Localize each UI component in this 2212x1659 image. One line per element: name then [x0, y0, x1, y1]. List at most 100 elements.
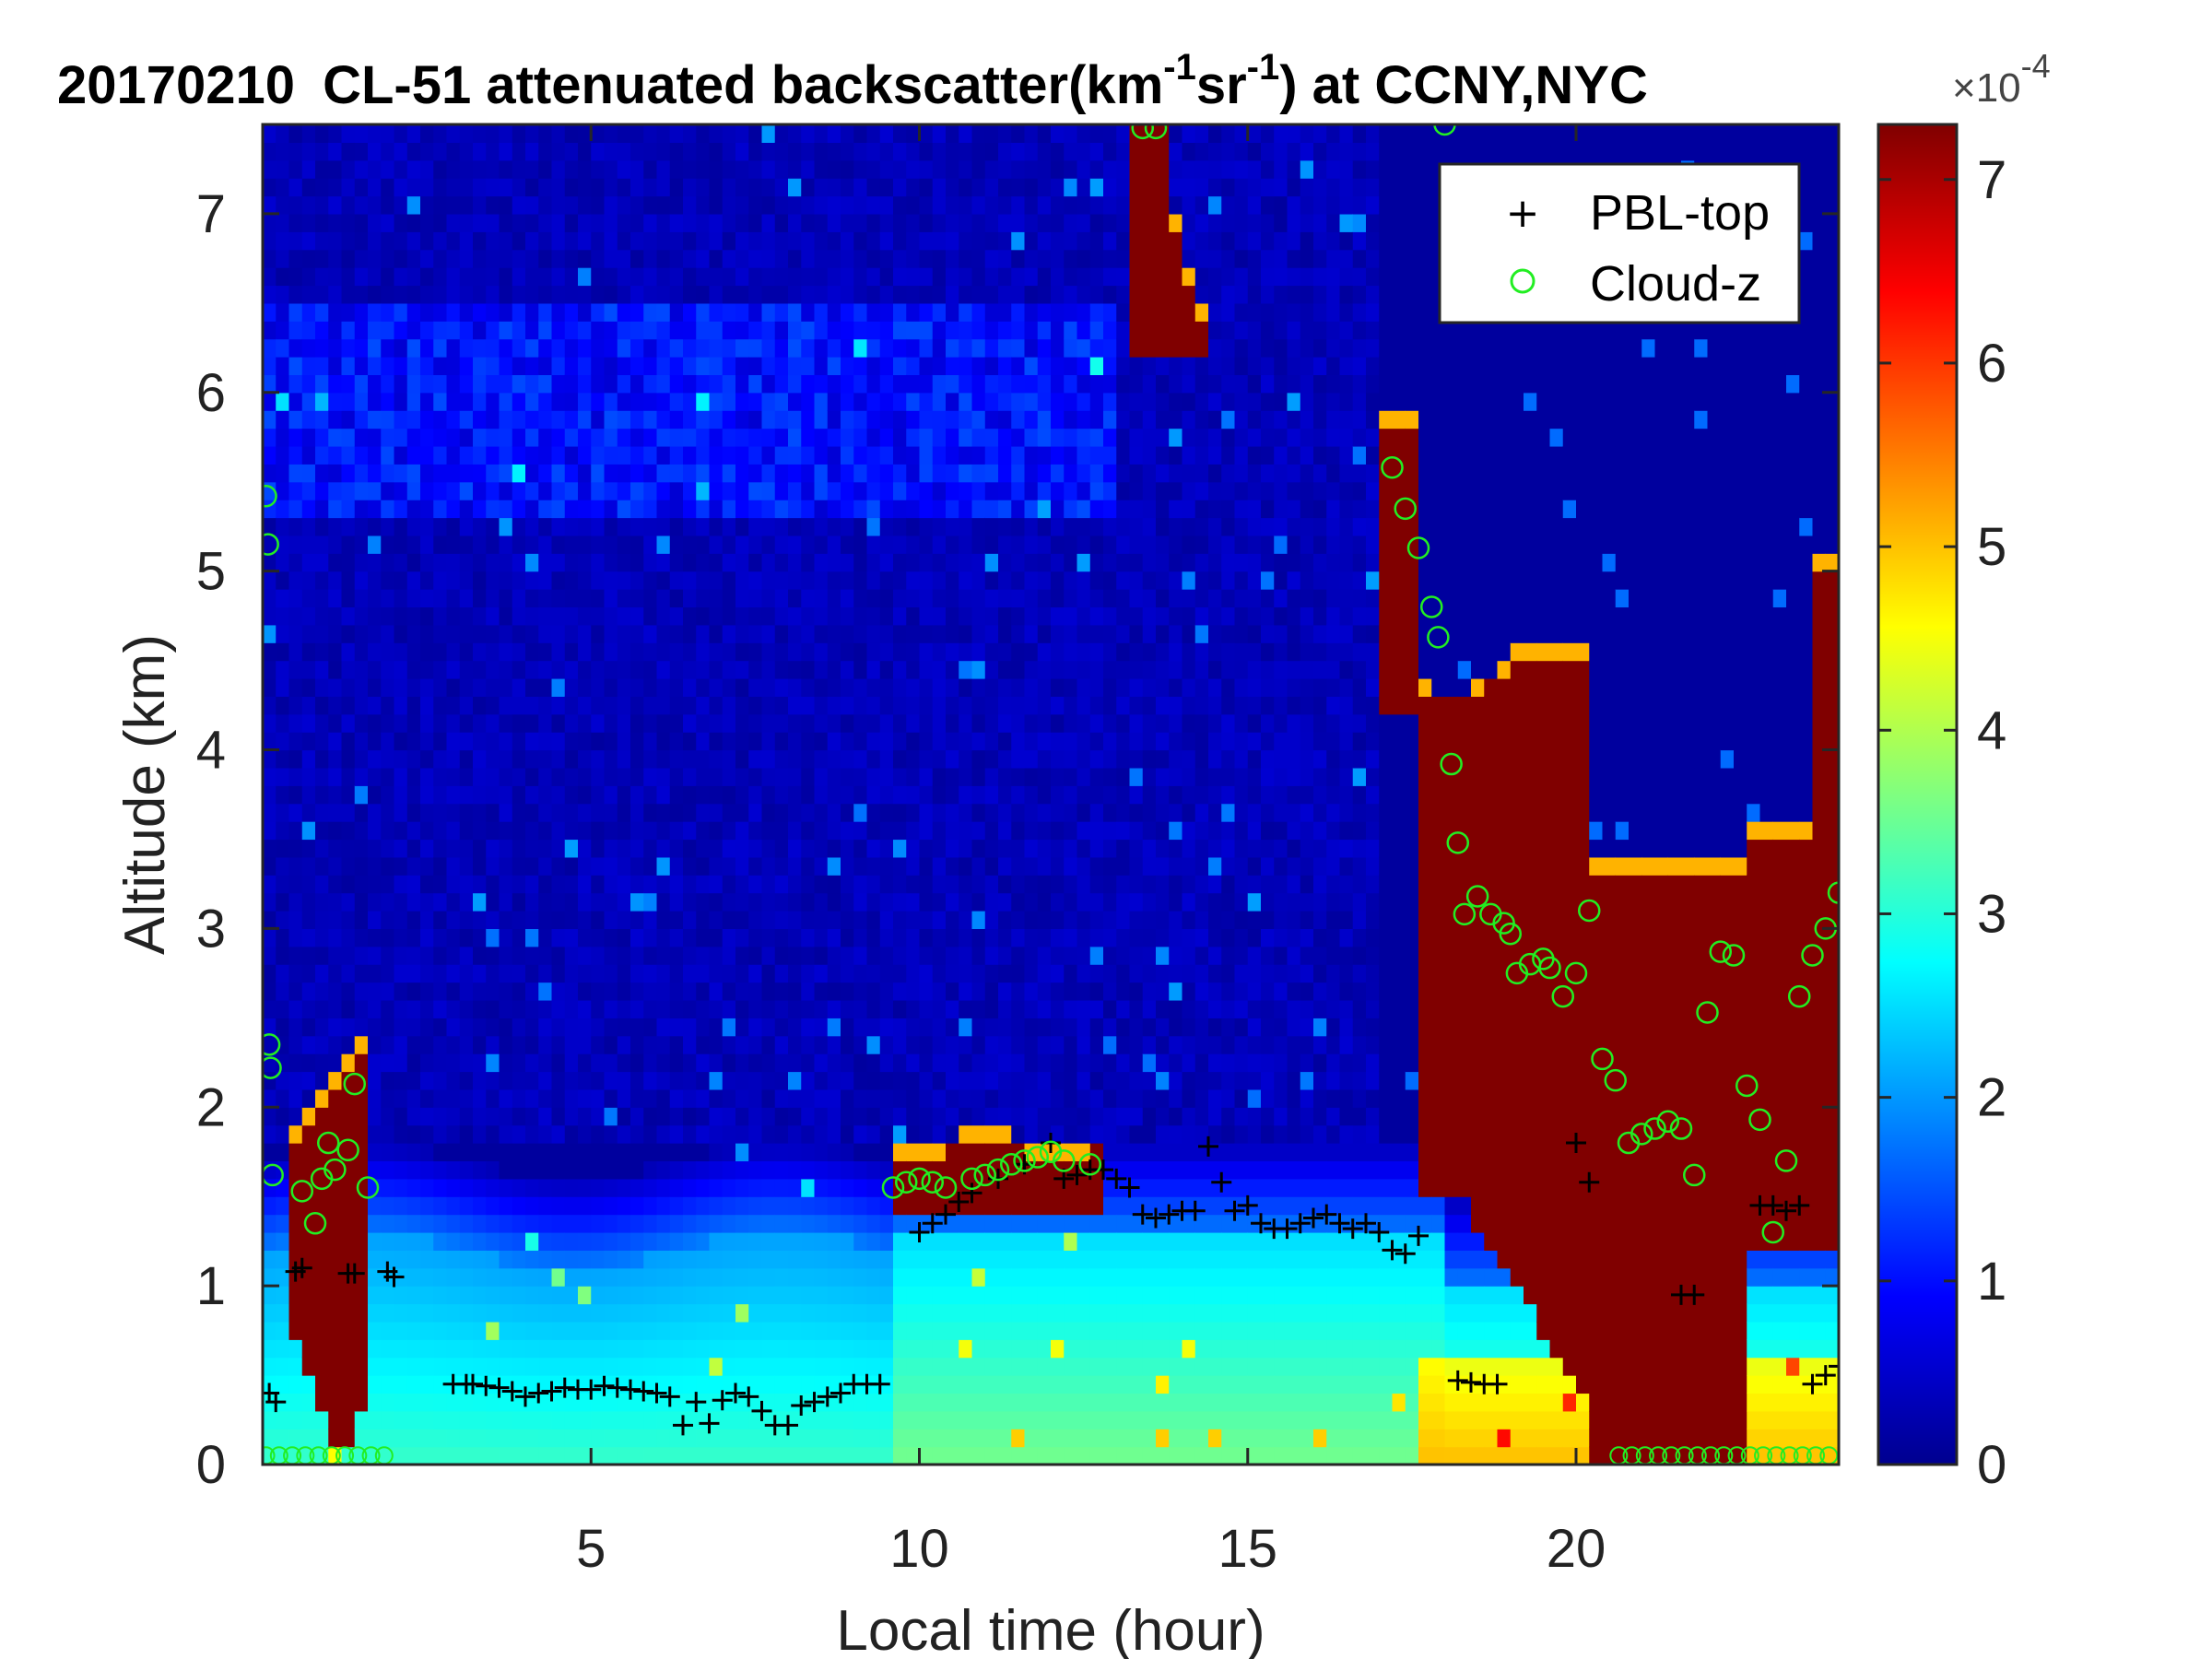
heatmap-cell: [276, 1143, 290, 1162]
heatmap-cell: [656, 839, 671, 858]
heatmap-cell: [841, 428, 854, 447]
heatmap-cell: [774, 606, 789, 626]
heatmap-cell: [551, 696, 566, 715]
heatmap-cell: [656, 677, 671, 697]
heatmap-cell: [1024, 1250, 1039, 1269]
heatmap-cell: [998, 642, 1012, 662]
heatmap-cell: [946, 696, 959, 715]
heatmap-cell: [1024, 142, 1039, 161]
heatmap-cell: [656, 999, 671, 1018]
heatmap-cell: [538, 1053, 553, 1073]
heatmap-cell: [394, 1160, 408, 1180]
heatmap-cell: [394, 159, 408, 179]
heatmap-cell: [841, 1178, 854, 1197]
heatmap-cell: [630, 1429, 644, 1448]
heatmap-cell: [276, 964, 290, 983]
heatmap-cell: [630, 1035, 644, 1054]
heatmap-cell: [288, 892, 303, 912]
heatmap-cell: [446, 1196, 461, 1216]
heatmap-cell: [643, 1160, 658, 1180]
heatmap-cell: [301, 928, 316, 947]
heatmap-cell: [1011, 589, 1026, 608]
heatmap-cell: [801, 1429, 816, 1448]
heatmap-cell: [669, 410, 684, 429]
heatmap-cell: [315, 231, 329, 251]
heatmap-cell: [381, 464, 395, 483]
heatmap-cell: [591, 571, 606, 590]
heatmap-cell: [525, 589, 539, 608]
heatmap-cell: [919, 982, 934, 1001]
heatmap-cell: [919, 1124, 934, 1144]
heatmap-cell: [328, 553, 343, 572]
heatmap-cell: [814, 946, 829, 965]
heatmap-cell: [394, 749, 408, 769]
heatmap-cell: [525, 1410, 539, 1430]
heatmap-cell: [1103, 464, 1117, 483]
heatmap-cell: [866, 589, 881, 608]
heatmap-cell: [473, 1303, 487, 1323]
heatmap-cell: [1116, 1143, 1131, 1162]
heatmap-cell: [722, 1107, 736, 1126]
heatmap-cell: [643, 1410, 658, 1430]
heatmap-cell: [1103, 892, 1117, 912]
heatmap-cell: [932, 713, 947, 733]
heatmap-cell: [801, 302, 816, 322]
heatmap-cell: [486, 1071, 500, 1090]
heatmap-cell: [433, 856, 448, 876]
heatmap-cell: [656, 767, 671, 786]
heatmap-cell: [998, 892, 1012, 912]
heatmap-cell: [971, 660, 986, 679]
heatmap-cell: [1089, 999, 1104, 1018]
heatmap-cell: [473, 178, 487, 197]
heatmap-cell: [919, 517, 934, 536]
heatmap-cell: [906, 1321, 921, 1340]
heatmap-cell: [893, 1393, 907, 1412]
heatmap-cell: [696, 1071, 711, 1090]
heatmap-cell: [919, 249, 934, 268]
heatmap-cell: [643, 392, 658, 411]
heatmap-cell: [394, 357, 408, 376]
heatmap-cell: [263, 1286, 276, 1305]
heatmap-cell: [315, 178, 329, 197]
heatmap-cell: [1024, 642, 1039, 662]
heatmap-cell: [788, 713, 802, 733]
heatmap-cell: [394, 624, 408, 643]
heatmap-cell: [683, 589, 697, 608]
heatmap-cell: [512, 249, 526, 268]
heatmap-cell: [879, 428, 894, 447]
heatmap-cell: [406, 911, 421, 929]
heatmap-cell: [959, 892, 973, 912]
heatmap-cell: [984, 1321, 999, 1340]
heatmap-cell: [578, 1053, 592, 1073]
heatmap-cell: [604, 1071, 618, 1090]
heatmap-cell: [919, 999, 934, 1018]
heatmap-cell: [1089, 1410, 1104, 1430]
heatmap-cell: [473, 285, 487, 304]
heatmap-cell: [696, 875, 711, 894]
heatmap-cell: [368, 1231, 382, 1251]
heatmap-cell: [433, 1088, 448, 1108]
heatmap-cell: [604, 302, 618, 322]
heatmap-cell: [1116, 1393, 1131, 1412]
heatmap-cell: [591, 159, 606, 179]
heatmap-cell: [669, 624, 684, 643]
heatmap-cell: [748, 642, 763, 662]
heatmap-cell: [827, 1143, 841, 1162]
heatmap-cell: [263, 696, 276, 715]
heatmap-cell: [512, 1053, 526, 1073]
heatmap-cell: [486, 213, 500, 232]
heatmap-cell: [761, 464, 776, 483]
heatmap-cell: [683, 1339, 697, 1359]
heatmap-cell: [315, 1107, 329, 1126]
heatmap-cell: [499, 464, 513, 483]
heatmap-cell: [1089, 1018, 1104, 1037]
heatmap-cell: [696, 964, 711, 983]
heatmap-cell: [827, 464, 841, 483]
heatmap-cell: [735, 839, 749, 858]
heatmap-cell: [551, 428, 566, 447]
heatmap-cell: [473, 624, 487, 643]
heatmap-cell: [959, 928, 973, 947]
heatmap-cell: [368, 481, 382, 500]
heatmap-cell: [801, 1053, 816, 1073]
heatmap-cell: [328, 1393, 343, 1412]
